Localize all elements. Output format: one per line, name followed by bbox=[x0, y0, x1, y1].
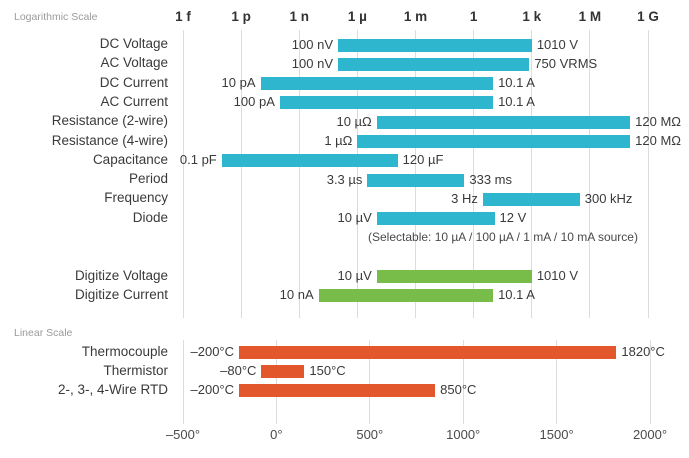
range-bar-dc-voltage bbox=[338, 38, 532, 52]
log-axis-tick-1-m: 1 M bbox=[578, 9, 602, 24]
min-label-diode: 10 µV bbox=[337, 210, 372, 226]
log-gridline bbox=[298, 30, 300, 318]
range-bar-digitize-current bbox=[318, 289, 494, 303]
min-label-digitize-voltage: 10 µV bbox=[337, 268, 372, 283]
row-label-ac-voltage: AC Voltage bbox=[100, 55, 168, 71]
range-bar-ac-voltage bbox=[338, 57, 530, 71]
row-label-ac-current: AC Current bbox=[100, 93, 168, 109]
min-label-capacitance: 0.1 pF bbox=[179, 152, 217, 168]
log-axis-tick-1: 1 bbox=[469, 9, 478, 24]
range-bar-digitize-voltage bbox=[376, 270, 532, 283]
min-label-thermistor: –80°C bbox=[220, 363, 257, 378]
row-label-frequency: Frequency bbox=[104, 190, 168, 206]
row-label-diode: Diode bbox=[132, 209, 168, 225]
linear-axis-tick-500: 500° bbox=[356, 427, 384, 442]
max-label-thermistor: 150°C bbox=[309, 363, 346, 378]
range-bar-diode bbox=[376, 212, 495, 226]
range-bar-thermistor bbox=[261, 365, 305, 378]
max-label-diode: 12 V bbox=[499, 210, 527, 226]
linear-gridline bbox=[369, 340, 371, 424]
min-label-resistance-2-wire: 10 µΩ bbox=[336, 113, 372, 129]
min-label-resistance-4-wire: 1 µΩ bbox=[324, 133, 353, 148]
linear-gridline bbox=[275, 340, 277, 424]
log-gridline bbox=[240, 30, 242, 318]
row-label-thermistor: Thermistor bbox=[103, 362, 168, 378]
log-axis-tick-1-n: 1 n bbox=[289, 9, 309, 24]
log-gridline bbox=[589, 30, 591, 318]
range-bar-ac-current bbox=[279, 96, 494, 110]
max-label-period: 333 ms bbox=[469, 171, 512, 187]
log-gridline bbox=[182, 30, 184, 318]
log-axis-tick-1-p: 1 p bbox=[231, 9, 251, 24]
row-label-dc-voltage: DC Voltage bbox=[99, 36, 168, 51]
min-label-dc-current: 10 pA bbox=[221, 75, 256, 91]
max-label-capacitance: 120 µF bbox=[402, 152, 444, 168]
max-label-resistance-4-wire: 120 MΩ bbox=[635, 133, 682, 148]
diode-source-note: (Selectable: 10 µA / 100 µA / 1 mA / 10 … bbox=[368, 230, 638, 244]
min-label-2-3-4-wire-rtd: –200°C bbox=[190, 382, 235, 397]
min-label-dc-voltage: 100 nV bbox=[291, 36, 333, 52]
row-label-period: Period bbox=[128, 171, 168, 187]
range-bar-capacitance bbox=[221, 154, 398, 168]
min-label-period: 3.3 µs bbox=[326, 171, 363, 187]
min-label-ac-voltage: 100 nV bbox=[291, 55, 333, 71]
row-label-2-3-4-wire-rtd: 2-, 3-, 4-Wire RTD bbox=[57, 381, 168, 397]
max-label-frequency: 300 kHz bbox=[584, 190, 633, 206]
max-label-resistance-2-wire: 120 MΩ bbox=[635, 113, 682, 129]
log-axis-tick-1: 1 µ bbox=[347, 9, 367, 24]
log-gridline bbox=[356, 30, 358, 318]
max-label-dc-current: 10.1 A bbox=[498, 75, 535, 91]
max-label-ac-voltage: 750 VRMS bbox=[534, 55, 598, 71]
linear-axis-tick-2000: 2000° bbox=[632, 427, 668, 442]
linear-axis-tick-1000: 1000° bbox=[446, 427, 481, 442]
linear-axis-tick-0: 0° bbox=[270, 427, 283, 442]
row-label-resistance-4-wire: Resistance (4-wire) bbox=[51, 132, 168, 148]
linear-scale-section-label: Linear Scale bbox=[14, 327, 73, 339]
row-label-thermocouple: Thermocouple bbox=[81, 343, 168, 359]
max-label-digitize-current: 10.1 A bbox=[498, 287, 535, 303]
range-bar-2-3-4-wire-rtd bbox=[239, 384, 436, 397]
max-label-ac-current: 10.1 A bbox=[498, 94, 535, 110]
linear-axis-tick-1500: 1500° bbox=[539, 427, 574, 442]
range-bar-dc-current bbox=[260, 77, 494, 91]
row-label-capacitance: Capacitance bbox=[92, 151, 168, 167]
max-label-2-3-4-wire-rtd: 850°C bbox=[440, 382, 477, 397]
max-label-digitize-voltage: 1010 V bbox=[536, 268, 579, 283]
range-bar-period bbox=[367, 173, 465, 187]
log-axis-tick-1-f: 1 f bbox=[175, 9, 191, 24]
min-label-frequency: 3 Hz bbox=[451, 190, 478, 206]
linear-gridline bbox=[182, 340, 184, 424]
range-bar-thermocouple bbox=[239, 346, 617, 359]
log-gridline bbox=[647, 30, 649, 318]
log-scale-section-label: Logarithmic Scale bbox=[14, 11, 98, 23]
max-label-dc-voltage: 1010 V bbox=[536, 36, 579, 52]
log-axis-tick-1-m: 1 m bbox=[403, 9, 428, 24]
row-label-resistance-2-wire: Resistance (2-wire) bbox=[51, 113, 168, 129]
min-label-ac-current: 100 pA bbox=[233, 94, 275, 110]
linear-axis-tick-500: –500° bbox=[165, 427, 201, 442]
linear-gridline bbox=[556, 340, 558, 424]
row-label-digitize-current: Digitize Current bbox=[74, 286, 168, 302]
log-gridline bbox=[531, 30, 533, 318]
log-axis-tick-1-k: 1 k bbox=[522, 9, 542, 24]
linear-gridline bbox=[462, 340, 464, 424]
row-label-digitize-voltage: Digitize Voltage bbox=[74, 267, 168, 283]
row-label-dc-current: DC Current bbox=[99, 74, 168, 90]
range-bar-resistance-4-wire bbox=[357, 135, 631, 148]
range-bar-resistance-2-wire bbox=[376, 115, 631, 129]
log-axis-tick-1-g: 1 G bbox=[637, 9, 659, 24]
min-label-digitize-current: 10 nA bbox=[279, 287, 314, 303]
min-label-thermocouple: –200°C bbox=[190, 344, 235, 359]
range-bar-frequency bbox=[482, 192, 580, 206]
linear-gridline bbox=[649, 340, 651, 424]
max-label-thermocouple: 1820°C bbox=[621, 344, 665, 359]
log-gridline bbox=[473, 30, 475, 318]
